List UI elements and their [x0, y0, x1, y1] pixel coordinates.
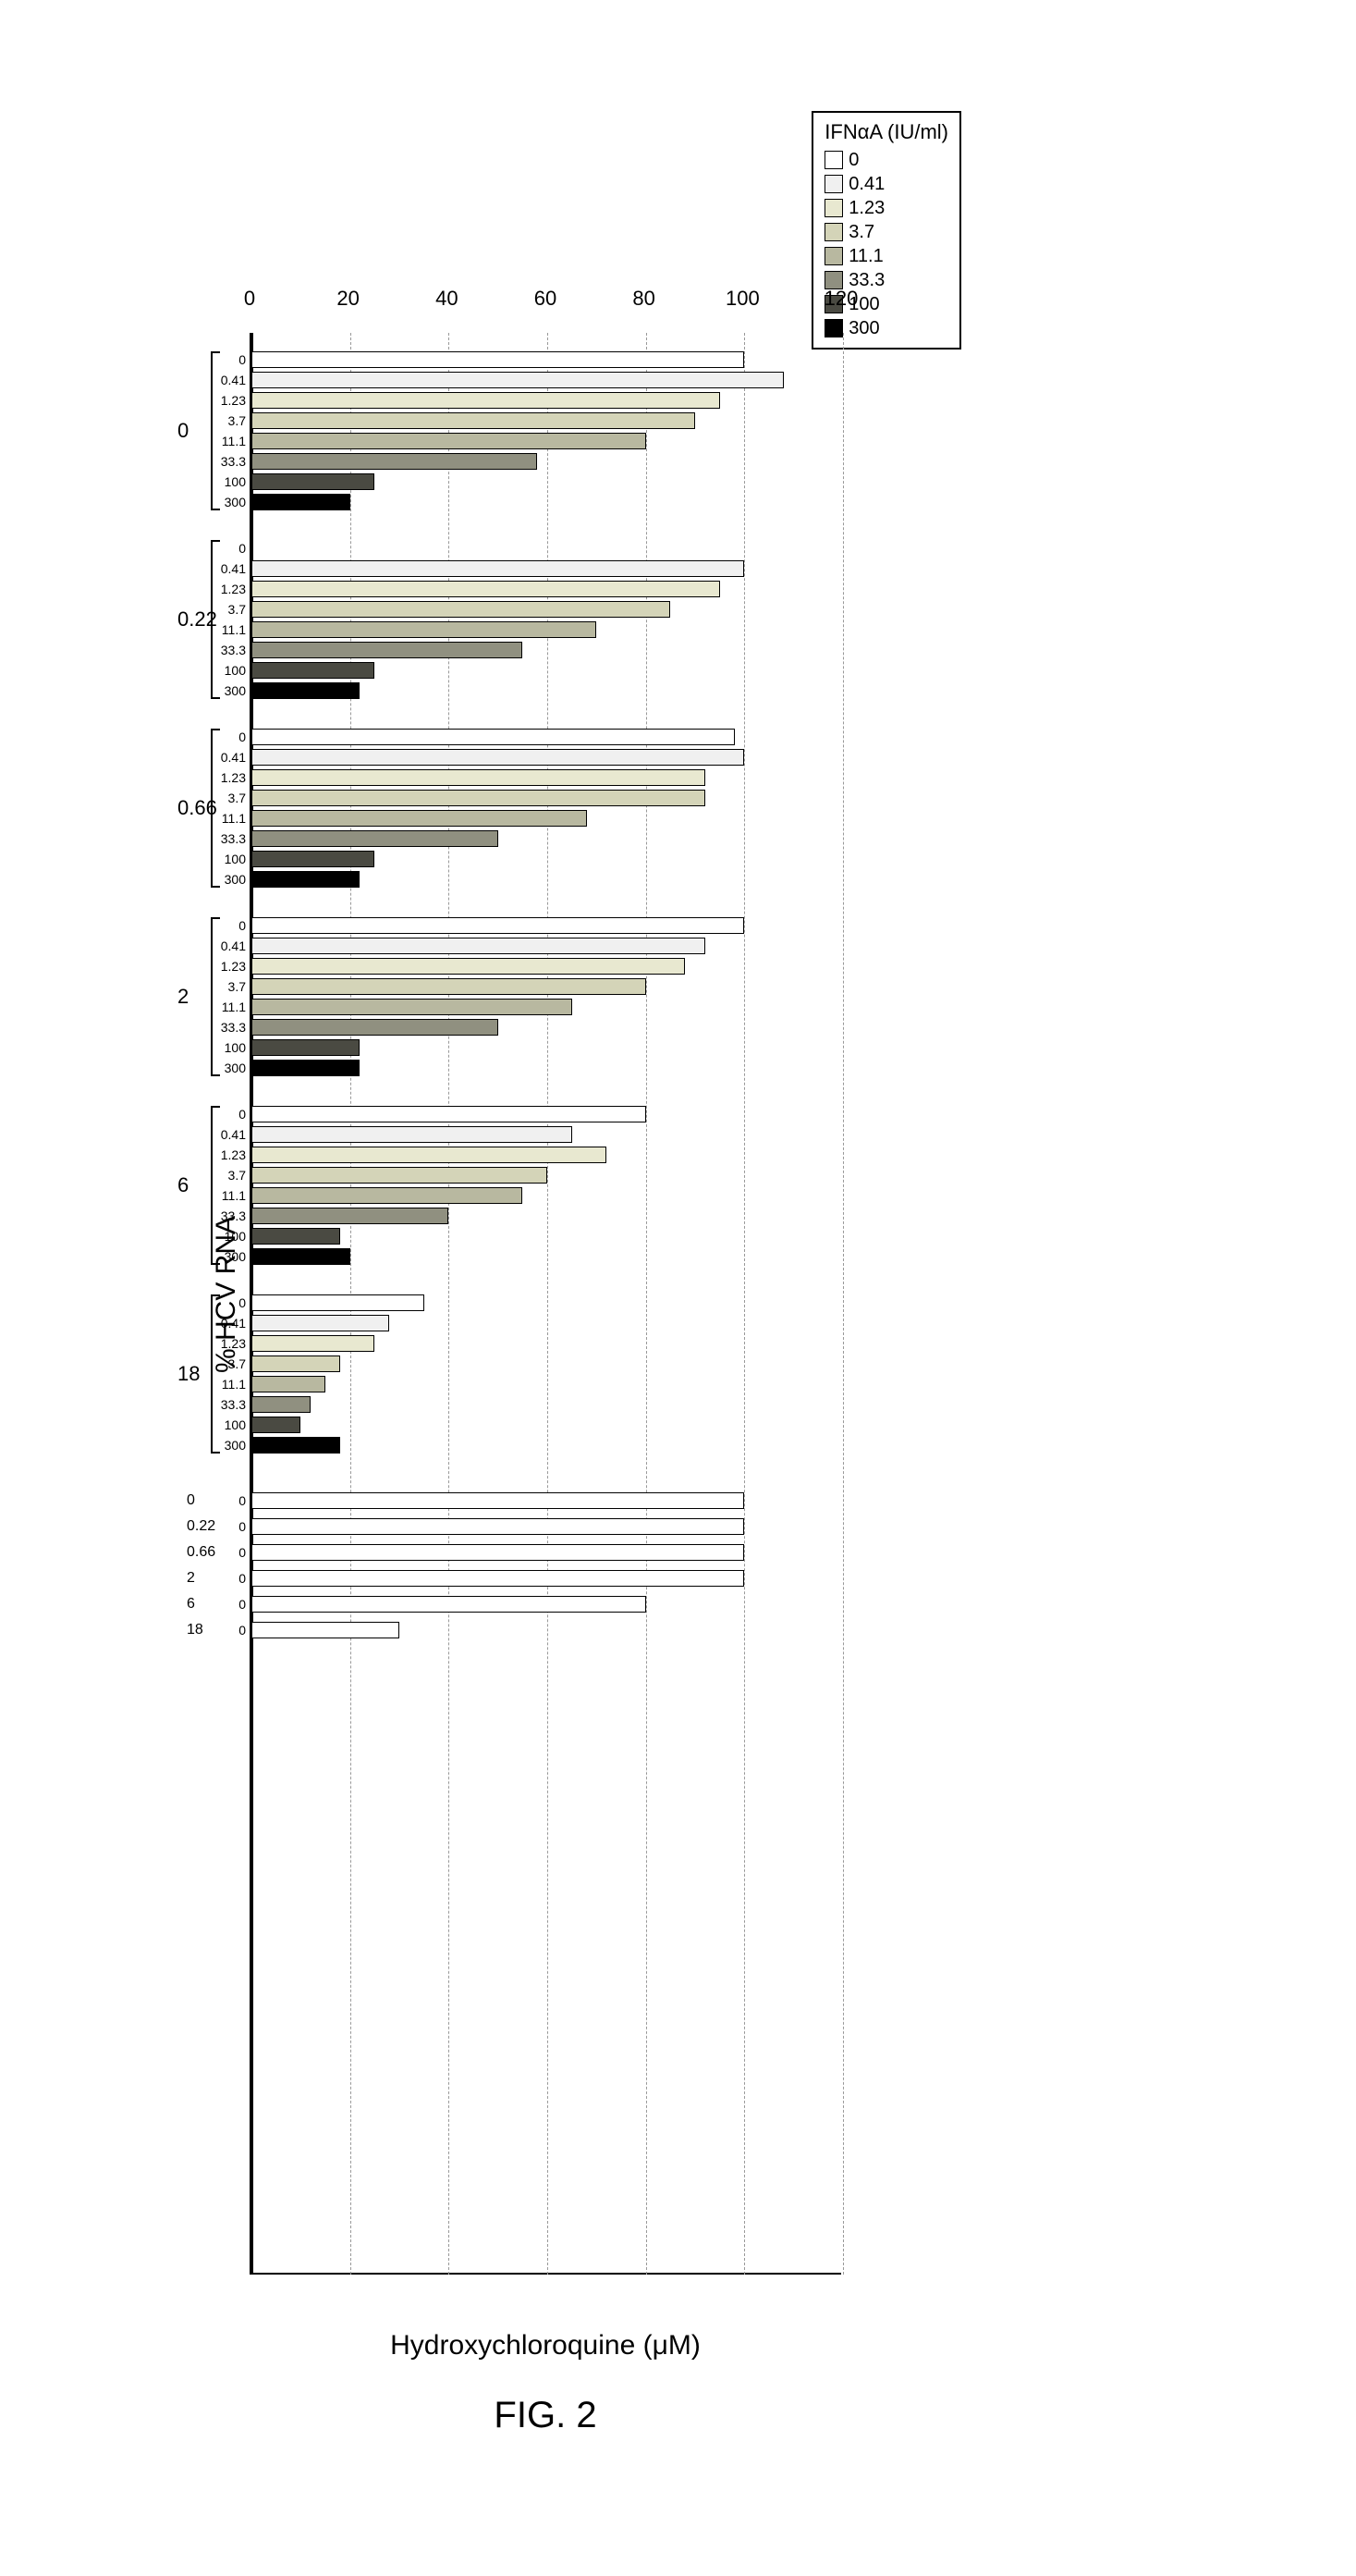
chart-bar [251, 1315, 389, 1331]
chart-bar [251, 1518, 744, 1535]
group-label: 18 [177, 1362, 200, 1386]
chart-bar [251, 540, 253, 557]
figure-caption: FIG. 2 [494, 2395, 596, 2515]
group-label: 0 [177, 419, 189, 443]
legend-swatch [825, 247, 843, 265]
chart-bar [251, 1228, 340, 1245]
chart-bar [251, 412, 695, 429]
chart-bar [251, 871, 360, 888]
x-tick-label: 40 [435, 287, 458, 311]
chart-bar [251, 1437, 340, 1454]
chart-bar [251, 749, 744, 766]
chart-bar [251, 1147, 606, 1163]
chart-bar [251, 769, 705, 786]
extra-group-label: 0.66 [187, 1544, 215, 1561]
x-tick-label: 100 [726, 287, 760, 311]
extra-group-label: 0.22 [187, 1518, 215, 1535]
chart-bar [251, 642, 522, 658]
chart-bar [251, 662, 374, 679]
chart-bar [251, 790, 705, 806]
extra-group-label: 6 [187, 1596, 195, 1613]
chart-bar [251, 1167, 547, 1184]
chart-bar [251, 1355, 340, 1372]
chart-bar [251, 1039, 360, 1056]
chart-bar [251, 372, 784, 388]
extra-group-label: 0 [187, 1492, 195, 1509]
x-tick-label: 0 [244, 287, 255, 311]
chart-bar [251, 1570, 744, 1587]
legend-swatch [825, 199, 843, 217]
legend-label: 1.23 [849, 196, 885, 220]
chart-bar [251, 351, 744, 368]
legend-label: 0 [849, 148, 859, 172]
chart-legend: IFNαA (IU/ml) 00.411.233.711.133.3100300 [812, 111, 961, 350]
x-tick-label: 120 [825, 287, 859, 311]
chart-bar [251, 999, 572, 1015]
chart-bar [251, 1544, 744, 1561]
chart-bar [251, 1248, 350, 1265]
chart-bar [251, 978, 646, 995]
chart-bar [251, 392, 720, 409]
legend-swatch [825, 175, 843, 193]
chart-bar [251, 682, 360, 699]
chart-bar [251, 494, 350, 510]
legend-label: 0.41 [849, 172, 885, 196]
legend-title: IFNαA (IU/ml) [825, 120, 948, 144]
legend-label: 11.1 [849, 244, 883, 268]
chart-bar [251, 1396, 311, 1413]
x-tick-label: 80 [632, 287, 654, 311]
chart-bar [251, 1106, 646, 1122]
chart-bar [251, 830, 498, 847]
chart-bar [251, 1335, 374, 1352]
extra-group-label: 18 [187, 1622, 203, 1638]
chart-bar [251, 560, 744, 577]
legend-item: 11.1 [825, 244, 948, 268]
chart-bar [251, 581, 720, 597]
chart-bar [251, 1596, 646, 1613]
chart-bar [251, 1417, 300, 1433]
extra-group-label: 2 [187, 1570, 195, 1587]
chart-bar [251, 810, 587, 827]
legend-item: 1.23 [825, 196, 948, 220]
chart-bar [251, 851, 374, 867]
chart-bar [251, 473, 374, 490]
legend-label: 300 [849, 316, 879, 340]
chart-bar [251, 938, 705, 954]
legend-item: 0.41 [825, 172, 948, 196]
chart-bar [251, 601, 670, 618]
chart-plot-area: % HCV RNA 00.411.233.711.133.3100300000.… [250, 333, 841, 2275]
chart-bar [251, 1187, 522, 1204]
chart-bar [251, 1126, 572, 1143]
group-label: 6 [177, 1173, 189, 1197]
chart-bar [251, 1019, 498, 1036]
chart-bar [251, 621, 596, 638]
legend-label: 3.7 [849, 220, 874, 244]
legend-item: 3.7 [825, 220, 948, 244]
x-tick-label: 60 [534, 287, 556, 311]
group-label: 0.66 [177, 796, 217, 820]
group-label: 0.22 [177, 607, 217, 632]
group-label: 2 [177, 985, 189, 1009]
chart-bar [251, 917, 744, 934]
legend-swatch [825, 223, 843, 241]
chart-bar [251, 958, 685, 975]
chart-bar [251, 1294, 424, 1311]
x-tick-label: 20 [336, 287, 359, 311]
chart-bar [251, 729, 735, 745]
chart-bar [251, 1376, 325, 1392]
chart-bar [251, 433, 646, 449]
legend-swatch [825, 151, 843, 169]
chart-bar [251, 1060, 360, 1076]
legend-item: 0 [825, 148, 948, 172]
chart-container: IFNαA (IU/ml) 00.411.233.711.133.3100300… [111, 92, 1128, 2312]
chart-bar [251, 453, 537, 470]
chart-bar [251, 1492, 744, 1509]
chart-bar [251, 1622, 399, 1638]
chart-bar [251, 1208, 448, 1224]
